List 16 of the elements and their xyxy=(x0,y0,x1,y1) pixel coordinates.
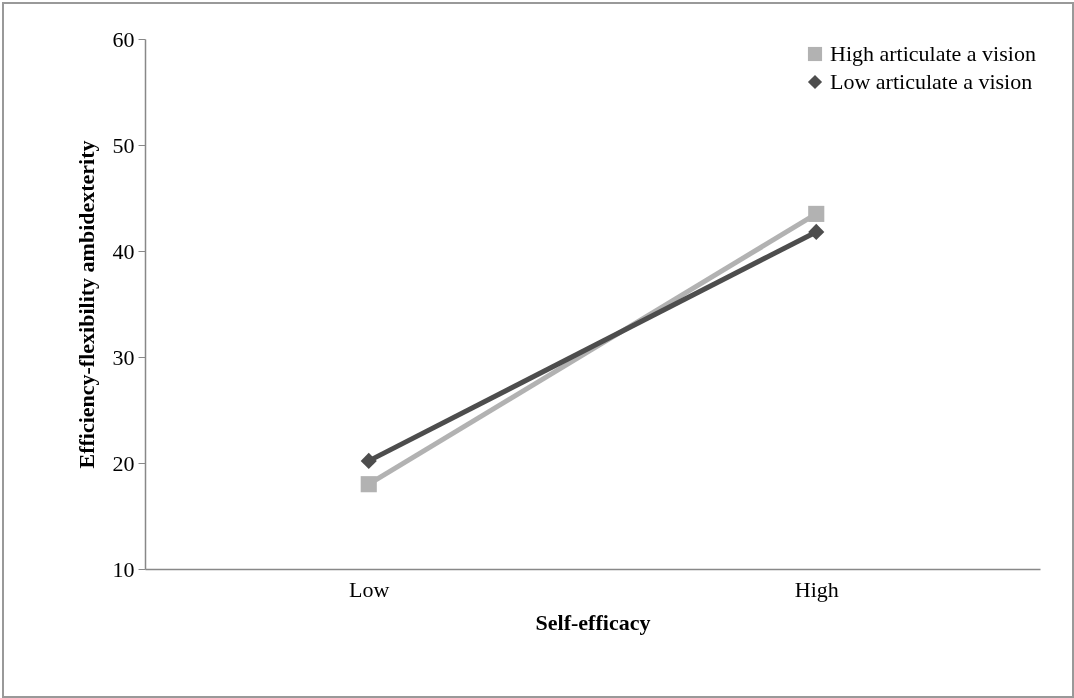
y-tick-label: 40 xyxy=(112,238,135,264)
point xyxy=(360,476,377,493)
point xyxy=(808,205,825,222)
y-tick-label: 30 xyxy=(112,344,135,370)
y-axis-title: Efficiency-flexibility ambidexterity xyxy=(73,140,99,469)
x-axis-title: Self-efficacy xyxy=(535,609,651,635)
x-tick-label: High xyxy=(794,576,839,602)
y-tick-label: 60 xyxy=(112,26,135,52)
point xyxy=(360,452,377,469)
y-tick-label: 10 xyxy=(112,556,135,582)
y-tick-label: 50 xyxy=(112,132,135,158)
point xyxy=(808,223,825,240)
x-tick-label: Low xyxy=(349,576,390,602)
y-tick-label: 20 xyxy=(112,450,135,476)
legend-label: Low articulate a vision xyxy=(830,69,1033,94)
legend-label: High articulate a vision xyxy=(830,41,1036,66)
